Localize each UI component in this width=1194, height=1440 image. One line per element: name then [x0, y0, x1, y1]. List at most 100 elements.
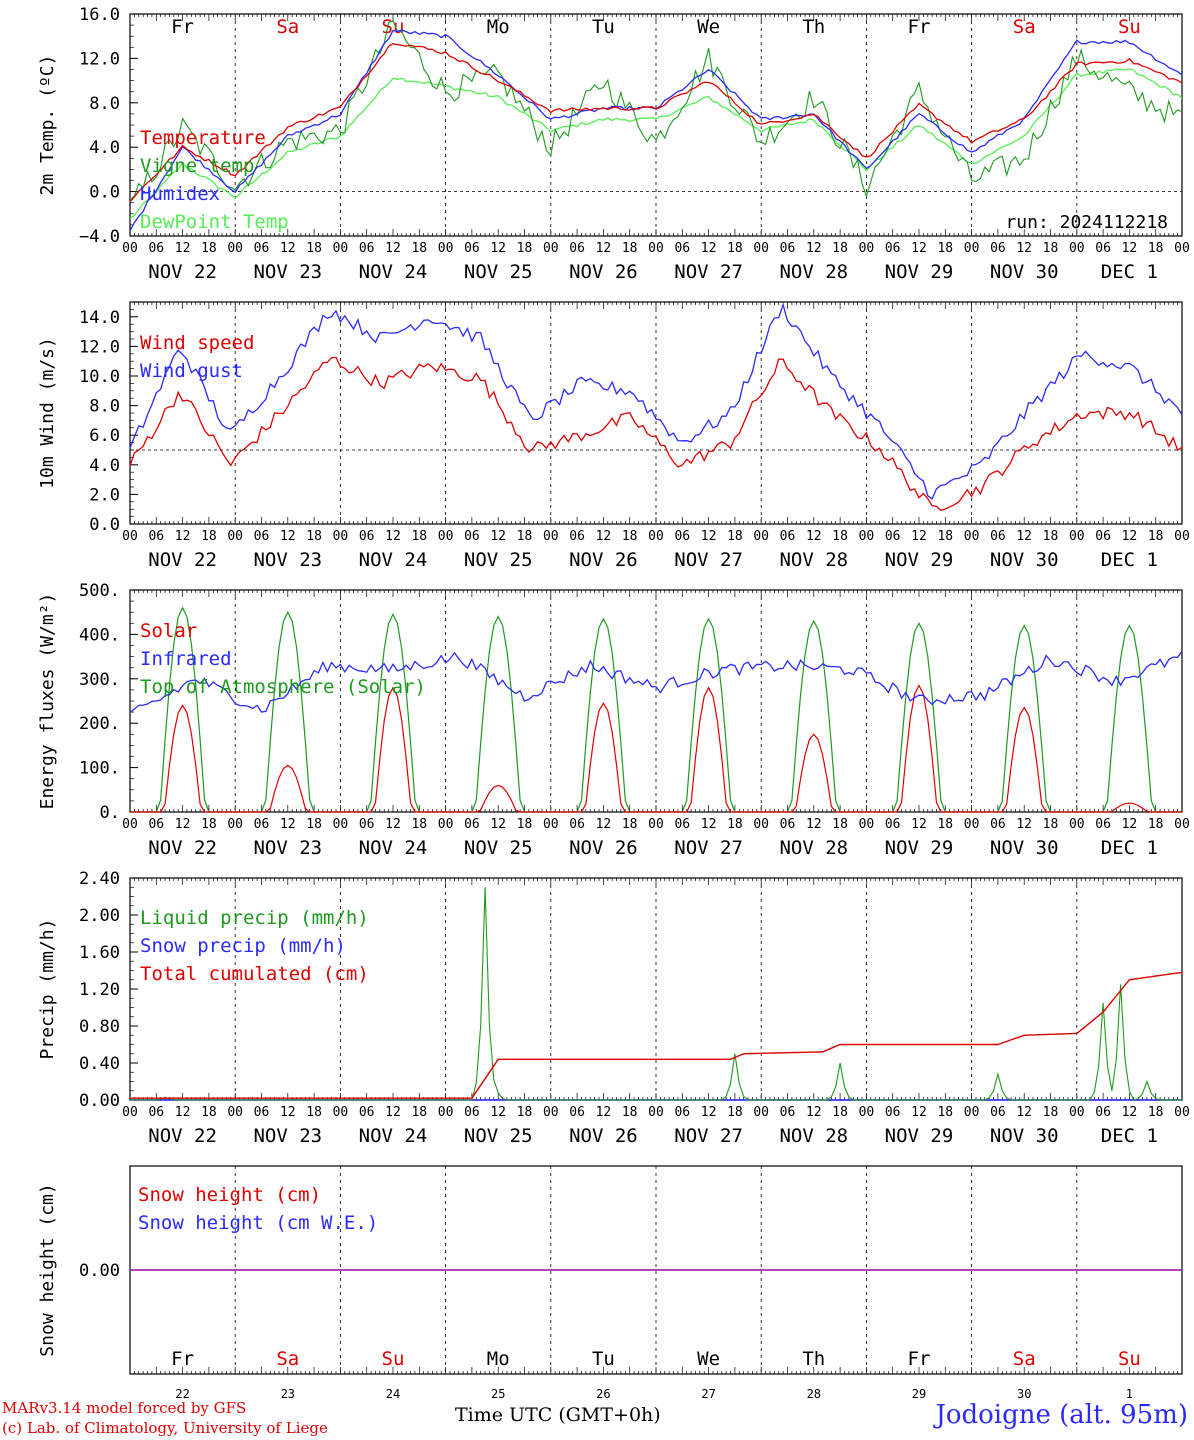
- x-hour-label: 06: [674, 1105, 690, 1120]
- x-hour-label: 18: [937, 529, 953, 544]
- x-hour-label: 18: [832, 241, 848, 256]
- x-hour-label: 06: [885, 817, 901, 832]
- x-hour-label: 18: [937, 817, 953, 832]
- x-hour-label: 00: [753, 1105, 769, 1120]
- x-hour-label: 00: [648, 529, 664, 544]
- x-hour-label: 06: [569, 817, 585, 832]
- x-hour-label: 00: [859, 817, 875, 832]
- x-hour-label: 00: [438, 817, 454, 832]
- x-hour-label: 18: [411, 817, 427, 832]
- x-hour-label: 06: [1095, 1105, 1111, 1120]
- x-hour-label: 00: [122, 817, 138, 832]
- x-hour-label: 06: [674, 241, 690, 256]
- x-date-label: NOV 29: [885, 261, 954, 283]
- x-hour-label: 06: [1095, 817, 1111, 832]
- x-hour-label: 18: [622, 817, 638, 832]
- x-hour-label: 12: [1016, 529, 1032, 544]
- x-hour-label: 00: [964, 817, 980, 832]
- y-tick-label: 4.0: [89, 138, 120, 158]
- x-date-label: DEC 1: [1101, 261, 1158, 283]
- y-tick-label: 0.0: [89, 183, 120, 203]
- x-hour-label: 06: [990, 1105, 1006, 1120]
- day-name-label: Fr: [908, 16, 931, 38]
- x-hour-label: 18: [306, 529, 322, 544]
- x-date-label: NOV 26: [569, 261, 638, 283]
- y-tick-label: 500.: [79, 581, 120, 601]
- x-hour-label: 18: [1148, 817, 1164, 832]
- x-hour-label: 00: [122, 529, 138, 544]
- x-hour-label: 00: [543, 1105, 559, 1120]
- legend-entry: Solar: [140, 620, 197, 642]
- day-name-label: Su: [1118, 16, 1141, 38]
- x-hour-label: 18: [832, 1105, 848, 1120]
- series-line-temperature: [129, 43, 1183, 203]
- x-date-label: NOV 26: [569, 549, 638, 571]
- x-hour-label: 12: [911, 817, 927, 832]
- x-hour-label: 00: [859, 529, 875, 544]
- x-hour-label: 06: [674, 817, 690, 832]
- y-tick-label: 12.0: [79, 337, 120, 357]
- x-hour-label: 12: [806, 241, 822, 256]
- x-hour-label: 00: [333, 529, 349, 544]
- x-hour-label: 06: [885, 1105, 901, 1120]
- x-hour-label: 18: [1043, 529, 1059, 544]
- y-axis-title: Snow height (cm): [37, 1183, 58, 1356]
- x-day-number: 1: [1126, 1387, 1133, 1401]
- x-date-label: NOV 26: [569, 1125, 638, 1147]
- x-hour-label: 12: [596, 1105, 612, 1120]
- x-date-label: NOV 30: [990, 261, 1059, 283]
- x-hour-label: 12: [911, 241, 927, 256]
- x-hour-label: 12: [1122, 529, 1138, 544]
- x-hour-label: 12: [596, 817, 612, 832]
- x-hour-label: 12: [490, 817, 506, 832]
- panel-border: [129, 13, 1183, 237]
- y-tick-label: 0.0: [89, 515, 120, 535]
- x-hour-label: 12: [596, 529, 612, 544]
- x-hour-label: 18: [937, 241, 953, 256]
- x-date-label: NOV 28: [779, 261, 848, 283]
- x-hour-label: 00: [227, 529, 243, 544]
- x-hour-label: 18: [411, 529, 427, 544]
- x-hour-label: 12: [911, 529, 927, 544]
- x-hour-label: 12: [490, 1105, 506, 1120]
- series-line-vigne-temp: [129, 20, 1183, 201]
- x-hour-label: 18: [517, 241, 533, 256]
- y-tick-label: 6.0: [89, 426, 120, 446]
- legend-entry: Snow height (cm): [138, 1184, 321, 1206]
- x-date-label: NOV 27: [674, 549, 743, 571]
- x-hour-label: 00: [543, 241, 559, 256]
- x-date-label: NOV 23: [253, 837, 322, 859]
- panel-frame-1: [129, 13, 1183, 237]
- x-day-number: 23: [281, 1387, 295, 1401]
- y-tick-label: 8.0: [89, 94, 120, 114]
- x-hour-label: 12: [806, 1105, 822, 1120]
- x-hour-label: 18: [517, 1105, 533, 1120]
- x-hour-label: 18: [832, 817, 848, 832]
- legend-entry: Wind speed: [140, 332, 254, 354]
- x-date-label: NOV 22: [148, 261, 217, 283]
- legend-entry: Total cumulated (cm): [140, 963, 369, 985]
- y-tick-label: 0.00: [79, 1091, 120, 1111]
- x-hour-label: 00: [753, 241, 769, 256]
- series-line-humidex: [129, 29, 1183, 231]
- x-hour-label: 12: [175, 817, 191, 832]
- x-hour-label: 00: [859, 1105, 875, 1120]
- x-hour-label: 06: [359, 1105, 375, 1120]
- x-date-label: NOV 27: [674, 1125, 743, 1147]
- series-line-infrared: [129, 650, 1183, 714]
- x-date-label: NOV 29: [885, 837, 954, 859]
- footer-model: MARv3.14 model forced by GFS: [2, 1399, 247, 1417]
- x-hour-label: 00: [227, 817, 243, 832]
- panel-border: [129, 589, 1183, 813]
- x-date-label: NOV 30: [990, 549, 1059, 571]
- x-hour-label: 06: [148, 529, 164, 544]
- x-hour-label: 12: [385, 817, 401, 832]
- x-hour-label: 06: [885, 529, 901, 544]
- x-hour-label: 00: [964, 1105, 980, 1120]
- x-hour-label: 06: [569, 241, 585, 256]
- x-hour-label: 00: [753, 817, 769, 832]
- y-tick-label: 0.: [100, 803, 120, 823]
- day-name-label: Tu: [592, 16, 615, 38]
- time-axis-label: Time UTC (GMT+0h): [455, 1404, 661, 1426]
- x-hour-label: 12: [806, 817, 822, 832]
